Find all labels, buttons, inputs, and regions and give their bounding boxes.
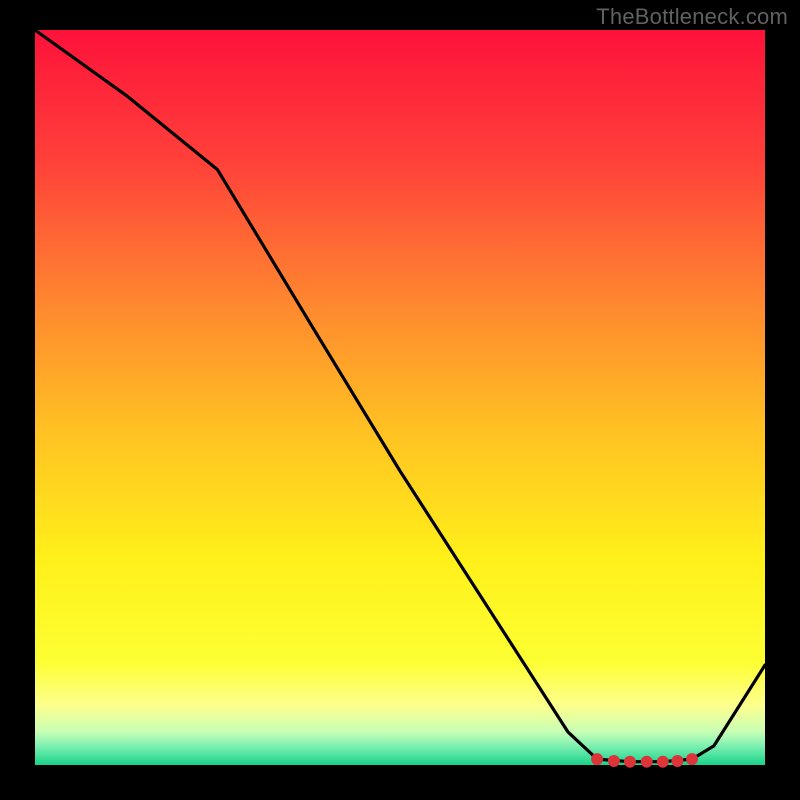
curve-marker [657, 756, 668, 767]
curve-marker [687, 754, 698, 765]
chart-stage: TheBottleneck.com [0, 0, 800, 800]
gradient-plot-area [35, 30, 765, 765]
curve-marker [624, 756, 635, 767]
chart-svg [0, 0, 800, 800]
watermark-text: TheBottleneck.com [596, 4, 788, 30]
curve-marker [641, 756, 652, 767]
curve-marker [608, 755, 619, 766]
curve-marker [672, 755, 683, 766]
curve-marker [592, 754, 603, 765]
